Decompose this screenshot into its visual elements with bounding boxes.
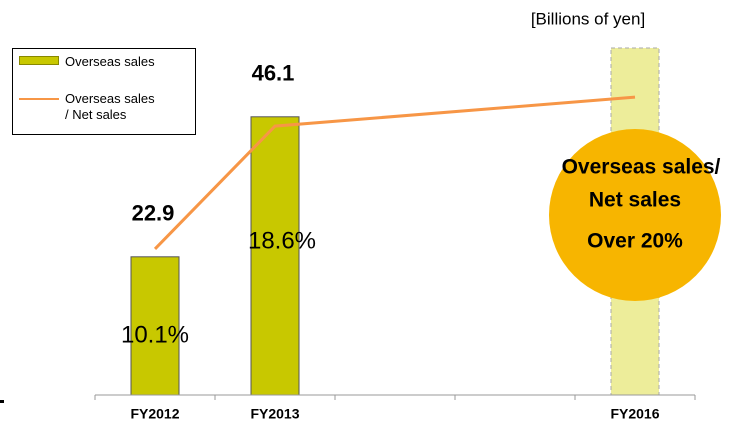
- bar-value-label: 46.1: [252, 61, 295, 86]
- annotation-text: Over 20%: [587, 230, 683, 253]
- bar-value-label: 22.9: [132, 201, 175, 226]
- annotation-circle: [549, 129, 721, 301]
- legend-entry: Overseas sales: [19, 54, 185, 70]
- legend-swatch: [19, 56, 59, 65]
- bar: [130, 256, 180, 396]
- annotation-text: Overseas sales/: [562, 156, 721, 179]
- legend-label: Overseas sales / Net sales: [65, 91, 155, 122]
- x-tick-label: FY2016: [610, 406, 659, 422]
- x-tick-label: FY2012: [130, 406, 179, 422]
- bar: [250, 116, 300, 396]
- x-tick-label: FY2013: [250, 406, 299, 422]
- unit-label: [Billions of yen]: [531, 9, 645, 28]
- legend: Overseas sales Overseas sales / Net sale…: [12, 48, 196, 135]
- corner-mark: [0, 400, 4, 403]
- legend-label: Overseas sales: [65, 54, 155, 69]
- line: [153, 95, 636, 251]
- line-value-label: 10.1%: [121, 321, 189, 348]
- legend-entry: Overseas sales / Net sales: [19, 91, 155, 123]
- line-value-label: 18.6%: [248, 227, 316, 254]
- legend-swatch: [19, 98, 59, 100]
- annotation-text: Net sales: [589, 189, 681, 212]
